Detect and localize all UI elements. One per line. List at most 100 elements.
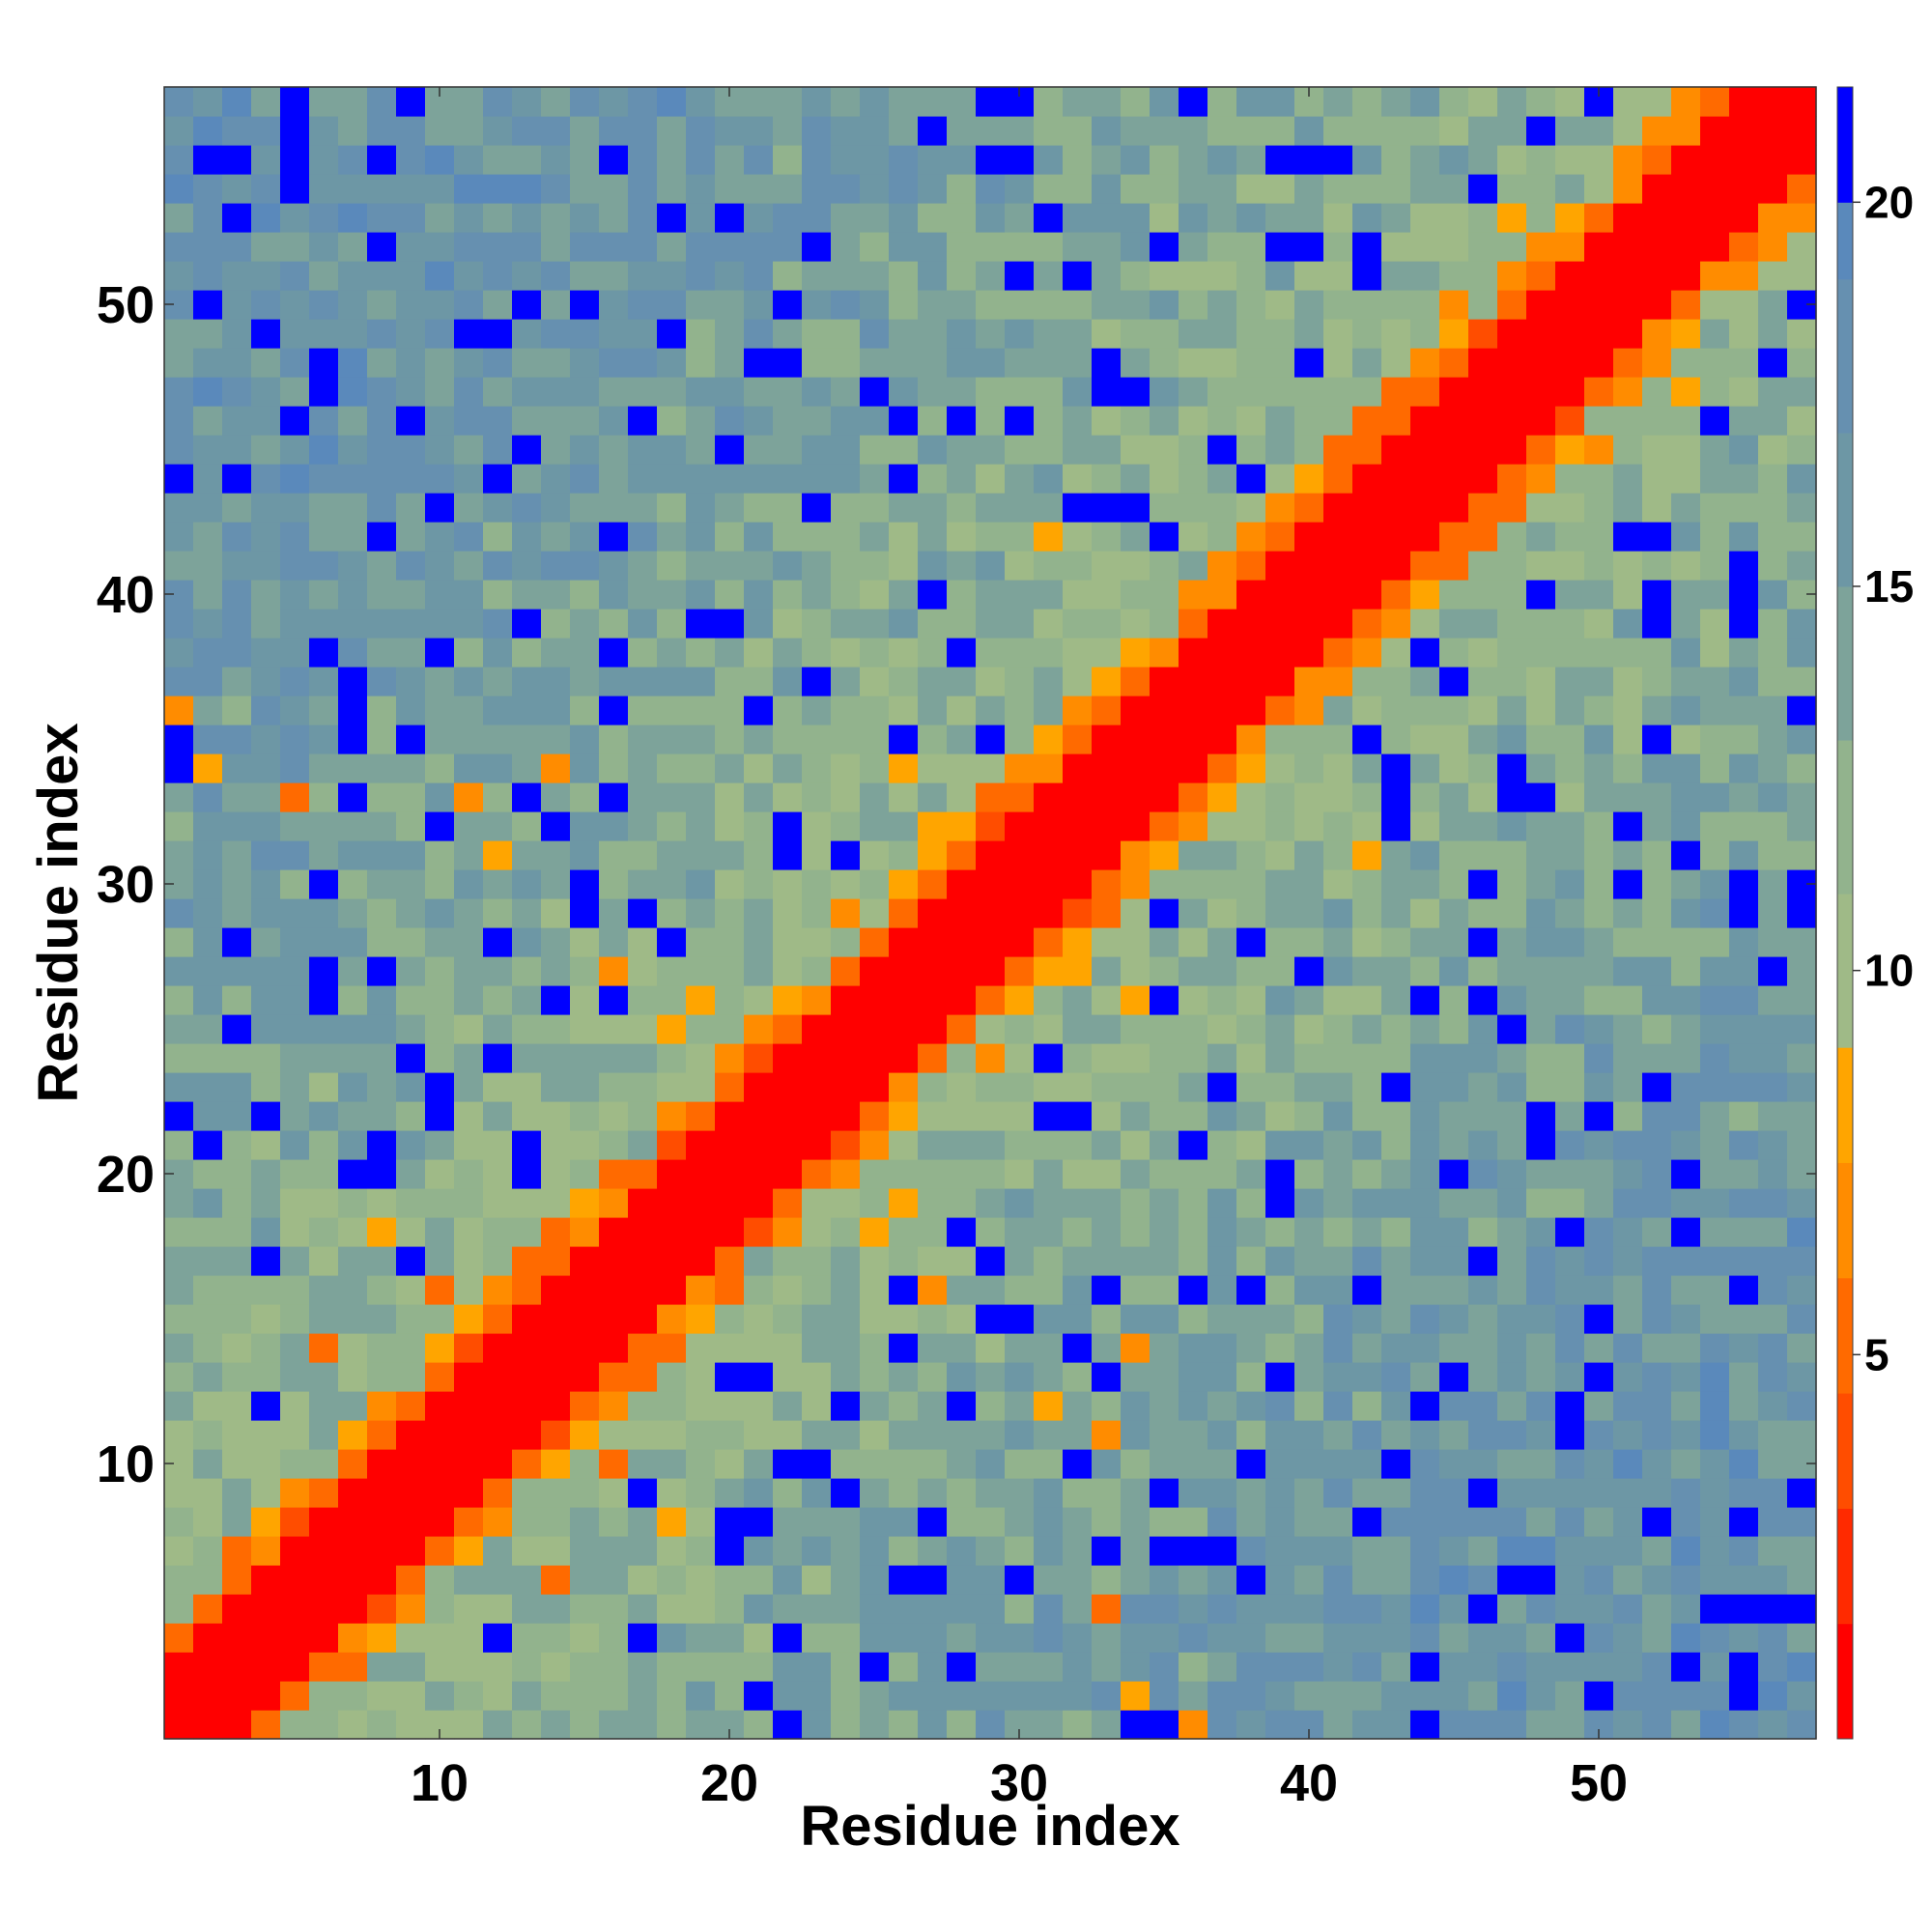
heatmap-cell: [1671, 1246, 1701, 1276]
heatmap-cell: [222, 551, 252, 581]
heatmap-cell: [1700, 1188, 1730, 1218]
heatmap-cell: [338, 493, 368, 523]
heatmap-cell: [309, 377, 339, 407]
heatmap-cell: [1150, 87, 1179, 117]
heatmap-cell: [1208, 145, 1237, 175]
heatmap-cell: [657, 1681, 687, 1711]
heatmap-cell: [976, 667, 1006, 696]
heatmap-cell: [1092, 696, 1122, 725]
heatmap-cell: [1294, 1536, 1324, 1566]
heatmap-cell: [1555, 1130, 1585, 1160]
heatmap-cell: [1758, 580, 1788, 610]
heatmap-cell: [976, 609, 1006, 639]
heatmap-cell: [1787, 782, 1817, 812]
heatmap-cell: [1092, 1043, 1122, 1073]
heatmap-cell: [193, 174, 223, 204]
heatmap-cell: [570, 840, 600, 870]
heatmap-cell: [309, 290, 339, 320]
heatmap-cell: [1063, 1072, 1093, 1102]
heatmap-cell: [918, 811, 948, 841]
heatmap-cell: [1208, 1478, 1237, 1508]
heatmap-cell: [918, 580, 948, 610]
heatmap-cell: [1092, 667, 1122, 696]
heatmap-cell: [193, 1130, 223, 1160]
heatmap-cell: [1208, 232, 1237, 262]
heatmap-cell: [425, 609, 455, 639]
heatmap-cell: [715, 290, 745, 320]
heatmap-cell: [338, 898, 368, 928]
heatmap-cell: [1497, 840, 1527, 870]
heatmap-cell: [831, 869, 861, 899]
heatmap-cell: [1410, 116, 1440, 146]
heatmap-cell: [947, 261, 977, 291]
heatmap-cell: [483, 174, 513, 204]
heatmap-cell: [1584, 1362, 1614, 1392]
heatmap-cell: [1236, 174, 1266, 204]
heatmap-cell: [1758, 638, 1788, 668]
heatmap-cell: [483, 1362, 513, 1392]
heatmap-cell: [715, 1072, 745, 1102]
heatmap-cell: [1208, 1681, 1237, 1711]
heatmap-cell: [1208, 1565, 1237, 1595]
heatmap-cell: [773, 551, 803, 581]
heatmap-cell: [802, 1159, 832, 1189]
heatmap-cell: [918, 1275, 948, 1305]
heatmap-cell: [1584, 1333, 1614, 1363]
heatmap-cell: [1063, 1623, 1093, 1653]
heatmap-cell: [976, 406, 1006, 436]
heatmap-cell: [1613, 1420, 1643, 1450]
heatmap-cell: [396, 1594, 426, 1624]
heatmap-cell: [1700, 638, 1730, 668]
heatmap-cell: [802, 1188, 832, 1218]
heatmap-cell: [744, 638, 774, 668]
heatmap-cell: [193, 696, 223, 725]
colorbar-band: [1837, 1047, 1853, 1163]
heatmap-cell: [193, 348, 223, 378]
heatmap-cell: [193, 782, 223, 812]
heatmap-cell: [1642, 174, 1672, 204]
heatmap-cell: [280, 1362, 310, 1392]
heatmap-cell: [512, 435, 542, 465]
colorbar-tick-label: 5: [1864, 1329, 1889, 1379]
heatmap-cell: [715, 811, 745, 841]
heatmap-cell: [1179, 1507, 1208, 1537]
heatmap-cell: [193, 898, 223, 928]
heatmap-cell: [454, 869, 484, 899]
heatmap-cell: [1700, 1449, 1730, 1479]
heatmap-cell: [976, 1333, 1006, 1363]
heatmap-cell: [773, 1130, 803, 1160]
heatmap-cell: [1092, 1188, 1122, 1218]
heatmap-cell: [251, 956, 281, 986]
heatmap-cell: [280, 638, 310, 668]
heatmap-cell: [425, 232, 455, 262]
heatmap-cell: [570, 724, 600, 754]
heatmap-cell: [570, 203, 600, 233]
heatmap-cell: [1787, 1333, 1817, 1363]
heatmap-cell: [1642, 1130, 1672, 1160]
heatmap-cell: [1410, 348, 1440, 378]
heatmap-cell: [802, 1507, 832, 1537]
heatmap-cell: [309, 319, 339, 349]
colorbar-band: [1837, 278, 1853, 434]
heatmap-cell: [1642, 1594, 1672, 1624]
heatmap-cell: [715, 1130, 745, 1160]
heatmap-cell: [599, 116, 629, 146]
heatmap-cell: [222, 667, 252, 696]
heatmap-cell: [570, 1072, 600, 1102]
heatmap-cell: [251, 840, 281, 870]
heatmap-cell: [1700, 493, 1730, 523]
heatmap-cell: [164, 87, 194, 117]
heatmap-cell: [1294, 1101, 1324, 1131]
heatmap-cell: [309, 1710, 339, 1740]
heatmap-cell: [1236, 1188, 1266, 1218]
heatmap-cell: [1236, 1507, 1266, 1537]
heatmap-cell: [1179, 232, 1208, 262]
heatmap-cell: [1787, 985, 1817, 1015]
heatmap-cell: [1758, 1217, 1788, 1247]
heatmap-cell: [628, 522, 658, 552]
heatmap-cell: [251, 1652, 281, 1682]
heatmap-cell: [1729, 985, 1759, 1015]
heatmap-cell: [193, 1391, 223, 1421]
heatmap-cell: [1555, 753, 1585, 783]
heatmap-cell: [1323, 1449, 1353, 1479]
